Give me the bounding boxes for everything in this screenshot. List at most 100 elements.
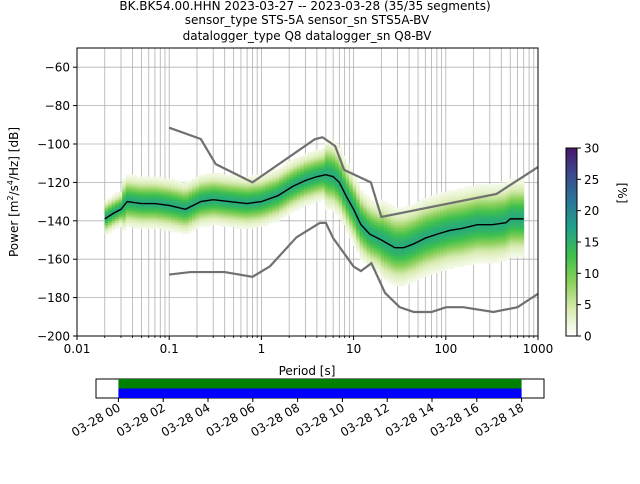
heatmap-cell [464,203,469,206]
heatmap-cell [408,222,413,225]
heatmap-cell [474,251,479,254]
heatmap-cell [481,186,486,189]
heatmap-cell [391,224,395,227]
heatmap-cell [485,251,490,254]
heatmap-cell [317,167,322,170]
heatmap-cell [411,240,416,243]
heatmap-cell [499,197,504,200]
heatmap-cell [233,188,238,191]
heatmap-cell [219,182,224,185]
heatmap-cell [125,190,130,193]
heatmap-cell [436,270,441,273]
heatmap-cell [216,209,221,212]
heatmap-cell [122,224,127,227]
heatmap-cell [377,220,381,224]
heatmap-cell [457,243,462,247]
heatmap-cell [296,190,301,193]
heatmap-cell [356,190,361,193]
heatmap-cell [408,255,413,258]
heatmap-cell [488,207,493,210]
heatmap-cell [478,249,483,252]
heatmap-cell [209,192,214,195]
heatmap-cell [223,176,228,179]
heatmap-cell [418,251,423,254]
heatmap-cell [439,213,444,216]
heatmap-cell [387,211,392,214]
heatmap-cell [206,190,210,193]
heatmap-cell [502,216,507,220]
heatmap-cell [216,205,221,208]
heatmap-cell [345,195,350,199]
heatmap-cell [258,186,263,189]
heatmap-cell [373,238,378,241]
timeline-tick-label: 03-28 02 [114,400,168,439]
heatmap-cell [139,180,144,183]
heatmap-cell [429,257,434,260]
heatmap-cell [286,192,291,195]
heatmap-cell [366,238,371,241]
heatmap-cell [356,186,361,189]
heatmap-cell [405,253,409,256]
heatmap-cell [506,251,511,254]
heatmap-cell [212,218,217,222]
heatmap-cell [432,263,437,266]
heatmap-cell [499,215,504,218]
heatmap-cell [394,251,399,254]
heatmap-cell [136,222,141,225]
heatmap-cell [485,243,490,247]
heatmap-cell [108,224,113,227]
heatmap-cell [377,243,381,247]
heatmap-cell [502,224,507,227]
heatmap-cell [429,264,434,268]
heatmap-cell [202,222,207,225]
heatmap-cell [391,243,395,247]
heatmap-cell [272,213,277,216]
heatmap-cell [342,172,347,176]
heatmap-cell [157,209,162,212]
heatmap-cell [328,145,333,149]
heatmap-cell [359,203,364,206]
heatmap-cell [136,209,141,212]
heatmap-cell [384,228,388,231]
heatmap-cell [324,188,329,191]
heatmap-cell [502,241,507,245]
heatmap-cell [443,245,448,248]
heatmap-cell [443,205,448,208]
heatmap-cell [370,207,374,210]
heatmap-cell [471,249,476,252]
heatmap-cell [509,236,514,239]
heatmap-cell [453,207,458,210]
heatmap-cell [342,218,347,222]
heatmap-cell [178,230,182,233]
heatmap-cell [380,263,385,266]
heatmap-cell [499,199,504,202]
heatmap-cell [457,249,462,252]
heatmap-cell [415,264,420,268]
heatmap-cell [394,240,399,243]
heatmap-cell [331,155,336,158]
heatmap-cell [115,226,120,229]
heatmap-cell [460,232,465,235]
heatmap-cell [167,199,172,202]
heatmap-cell [502,240,507,243]
heatmap-cell [509,224,514,227]
heatmap-cell [345,172,350,176]
heatmap-cell [216,207,221,210]
heatmap-cell [481,255,486,258]
heatmap-cell [502,226,507,229]
heatmap-cell [513,215,518,218]
heatmap-cell [251,195,256,199]
heatmap-cell [398,230,402,233]
heatmap-cell [432,215,437,218]
heatmap-cell [425,211,430,214]
heatmap-cell [380,207,385,210]
heatmap-cell [464,249,469,252]
heatmap-cell [272,207,277,210]
heatmap-cell [275,170,280,174]
heatmap-cell [359,249,364,252]
heatmap-cell [108,205,113,208]
heatmap-cell [338,207,343,210]
heatmap-cell [136,192,141,195]
heatmap-cell [202,178,207,181]
heatmap-cell [352,224,357,227]
